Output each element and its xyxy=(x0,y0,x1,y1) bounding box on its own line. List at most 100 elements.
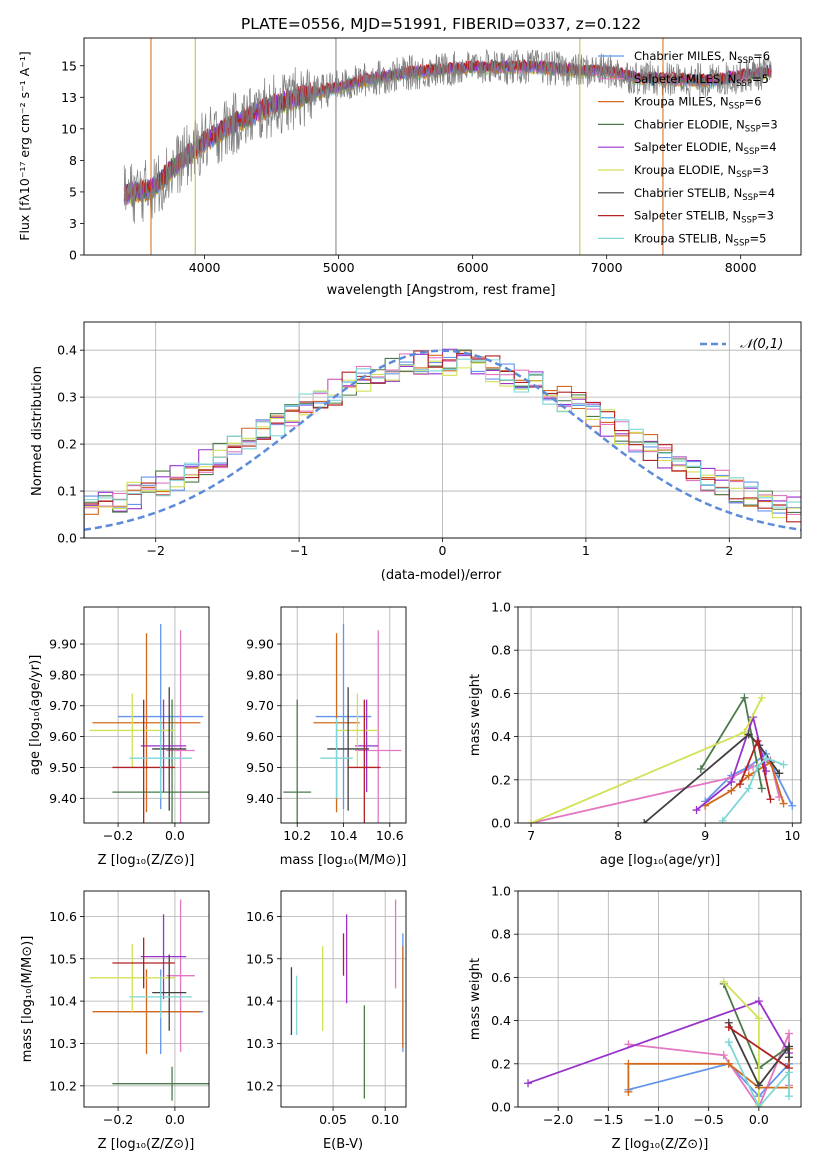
y-tick-label: 10.2 xyxy=(49,1078,77,1093)
y-tick-label: 5 xyxy=(69,184,77,199)
plot-data xyxy=(524,977,793,1107)
mass-weight-marker xyxy=(754,997,763,1006)
spectrum-ylabel: Flux [fλ10⁻¹⁷ erg cm⁻² s⁻¹ A⁻¹] xyxy=(17,51,32,240)
mass-vs-metallicity-panel: Z [log₁₀(Z/Z⊙)] mass [log₁₀(M/M⊙)] −0.2 0… xyxy=(20,890,210,1152)
mass-weight-marker xyxy=(784,1092,793,1101)
ageZ-xlabel: Z [log₁₀(Z/Z⊙)] xyxy=(98,853,195,868)
y-tick-label: 10.6 xyxy=(246,909,274,924)
mass-weight-marker xyxy=(640,819,649,823)
residual-histogram xyxy=(84,358,801,538)
y-tick-label: 9.60 xyxy=(49,729,77,744)
mass-weight-marker xyxy=(724,1059,733,1068)
y-tick-label: 9.40 xyxy=(246,791,274,806)
mass-weight-marker xyxy=(788,801,797,810)
mass-weight-marker xyxy=(784,1053,793,1062)
mass-weight-marker xyxy=(744,784,753,793)
y-tick-label: 0.1 xyxy=(57,484,77,499)
y-tick-label: 0.2 xyxy=(57,437,77,452)
mass-vs-ebv-panel: E(B-V) 0.05 0.10 10.2 10.3 10.4 10.5 10.6 xyxy=(246,890,407,1152)
mass-weight-marker xyxy=(784,1042,793,1051)
x-tick-label: 8000 xyxy=(725,260,757,275)
spectrum-title: PLATE=0556, MJD=51991, FIBERID=0337, z=0… xyxy=(241,15,641,33)
y-tick-label: 0.8 xyxy=(491,927,511,942)
mass-weight-line xyxy=(530,697,763,823)
mass-weight-line xyxy=(728,1026,790,1069)
legend-label: Kroupa STELIB, NSSP=5 xyxy=(634,231,766,248)
y-tick-label: 3 xyxy=(69,216,77,231)
mass-weight-marker xyxy=(719,977,728,986)
mass-weight-line xyxy=(695,713,768,811)
axes-frame xyxy=(280,890,407,1108)
y-tick-label: 0.0 xyxy=(491,816,511,831)
legend-label: Kroupa ELODIE, NSSP=3 xyxy=(634,163,769,180)
spectrum-legend: Chabrier MILES, NSSP=6 Salpeter MILES, NS… xyxy=(598,49,778,248)
plot-data xyxy=(527,693,797,823)
x-tick-label: 5000 xyxy=(323,260,355,275)
y-tick-label: 0.6 xyxy=(491,970,511,985)
y-tick-label: 0.6 xyxy=(491,686,511,701)
mass-weight-marker xyxy=(524,1079,533,1088)
weight-vs-metallicity-panel: Z [log₁₀(Z/Z⊙)] mass weight −2.0 −1.5 −1.0… xyxy=(468,884,802,1152)
axes-frame xyxy=(280,606,407,824)
legend-label: Chabrier ELODIE, NSSP=3 xyxy=(634,117,778,134)
mass-weight-marker xyxy=(753,762,762,771)
mass-weight-marker xyxy=(724,1023,733,1032)
axes-frame xyxy=(83,890,210,1108)
y-tick-label: 10.3 xyxy=(246,1036,274,1051)
x-tick-label: 2 xyxy=(725,543,733,558)
legend-label: Salpeter MILES, NSSP=5 xyxy=(634,72,769,89)
mass-weight-marker xyxy=(762,754,771,763)
axes-frame xyxy=(517,606,802,824)
plot-data xyxy=(89,623,209,823)
y-tick-label: 8 xyxy=(69,153,77,168)
axes-frame xyxy=(83,321,802,539)
x-tick-label: 10.6 xyxy=(376,828,404,843)
mass-weight-marker xyxy=(784,1068,793,1077)
mass-weight-marker xyxy=(696,765,705,773)
y-tick-label: 9.80 xyxy=(246,667,274,682)
plot-data xyxy=(84,348,801,538)
residuals-plot-area: −2 −1 0 1 2 0.0 0.1 0.2 0.3 0.4 xyxy=(57,321,802,558)
spectrum-xlabel: wavelength [Angstrom, rest frame] xyxy=(327,283,556,298)
mass-weight-marker xyxy=(624,1059,633,1068)
x-tick-label: 10 xyxy=(784,828,800,843)
y-tick-label: 0.4 xyxy=(491,1013,511,1028)
y-tick-label: 0.2 xyxy=(491,772,511,787)
y-tick-label: 9.60 xyxy=(246,729,274,744)
x-tick-label: −0.5 xyxy=(693,1112,723,1127)
plot-data xyxy=(89,899,209,1101)
y-tick-label: 10.2 xyxy=(246,1078,274,1093)
y-tick-label: 13 xyxy=(61,90,77,105)
x-tick-label: −2.0 xyxy=(543,1112,573,1127)
y-tick-label: 10.5 xyxy=(49,951,77,966)
x-tick-label: 0 xyxy=(439,543,447,558)
mass-weight-marker xyxy=(727,786,736,795)
y-tick-label: 10.4 xyxy=(49,994,77,1009)
residuals-panel: −2 −1 0 1 2 0.0 0.1 0.2 0.3 0.4 (data-model)/erro… xyxy=(30,321,802,583)
massZ-ylabel: mass [log₁₀(M/M⊙)] xyxy=(20,936,35,1063)
mass-weight-marker xyxy=(775,769,784,778)
x-tick-label: 8 xyxy=(614,828,622,843)
mass-weight-marker xyxy=(736,780,745,789)
residuals-ylabel: Normed distribution xyxy=(30,366,45,496)
spectrum-panel: PLATE=0556, MJD=51991, FIBERID=0337, z=0… xyxy=(17,15,802,298)
x-tick-label: 10.4 xyxy=(330,828,358,843)
axes-frame xyxy=(83,37,802,256)
x-tick-label: −2 xyxy=(146,543,164,558)
gaussian-legend-label: 𝒩(0,1) xyxy=(740,337,783,352)
x-tick-label: −0.2 xyxy=(103,828,133,843)
x-tick-label: 4000 xyxy=(189,260,221,275)
y-tick-label: 9.50 xyxy=(246,760,274,775)
mass-weight-marker xyxy=(779,799,788,808)
mass-weight-marker xyxy=(766,795,775,804)
x-tick-label: −1.5 xyxy=(593,1112,623,1127)
x-tick-label: −0.2 xyxy=(103,1112,133,1127)
y-tick-label: 0.4 xyxy=(491,729,511,744)
x-tick-label: 0.05 xyxy=(319,1112,347,1127)
y-tick-label: 9.50 xyxy=(49,760,77,775)
y-tick-label: 0.8 xyxy=(491,643,511,658)
y-tick-label: 9.90 xyxy=(246,637,274,652)
y-tick-label: 1.0 xyxy=(491,884,511,899)
x-tick-label: 6000 xyxy=(457,260,489,275)
